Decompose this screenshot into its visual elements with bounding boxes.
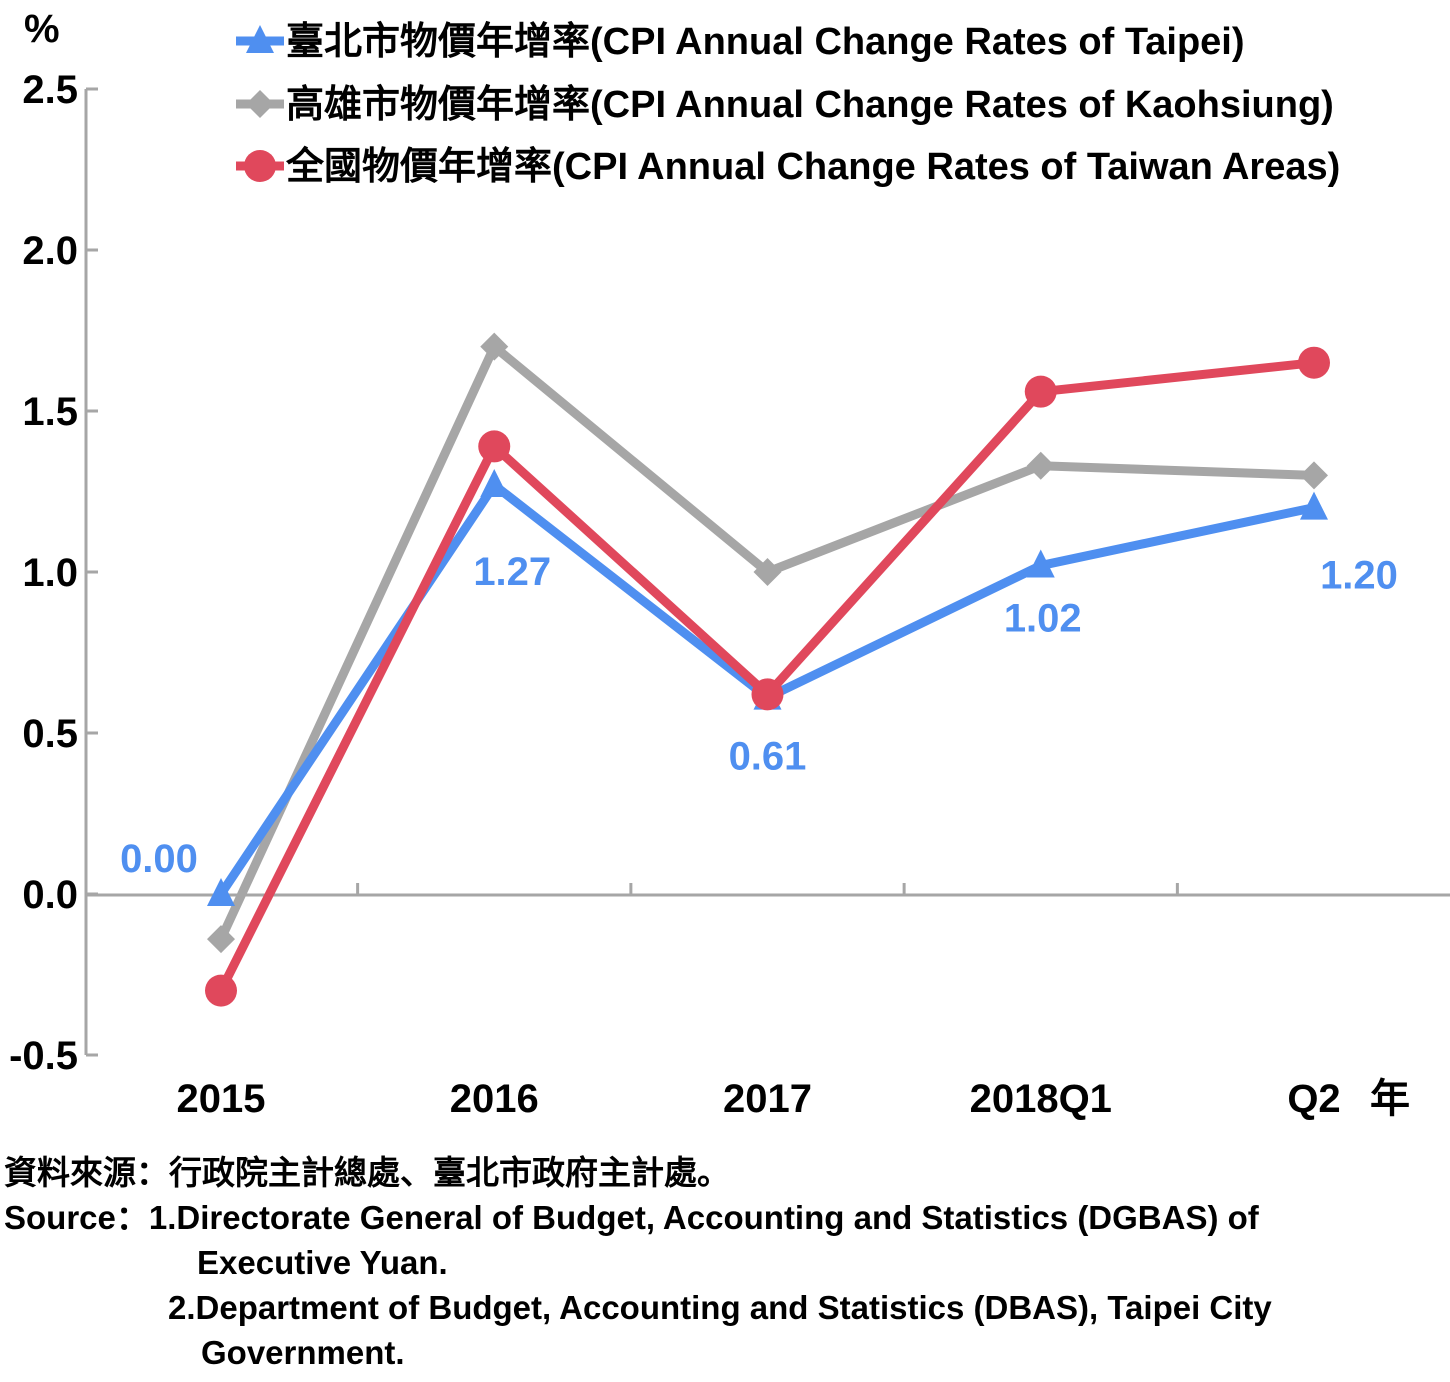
data-label: 1.20 <box>1320 554 1398 598</box>
source-zh: 資料來源：行政院主計總處、臺北市政府主計處。 <box>4 1154 730 1191</box>
series-point <box>753 558 782 586</box>
series-point <box>1026 549 1055 578</box>
series-point <box>751 678 784 711</box>
source-line-1: Source：1.Directorate General of Budget, … <box>4 1195 1448 1240</box>
series-point <box>1024 375 1057 408</box>
series-point <box>480 332 509 361</box>
series-point <box>1026 451 1055 480</box>
legend-entry: 臺北市物價年增率(CPI Annual Change Rates of Taip… <box>286 21 1245 63</box>
series-point <box>205 974 237 1007</box>
series-point <box>207 925 235 954</box>
data-label: 1.02 <box>1004 597 1082 641</box>
y-tick-label: 1.0 <box>22 551 78 595</box>
y-tick-label: 0.0 <box>22 873 78 917</box>
series-point <box>246 25 274 53</box>
cpi-line-chart: % 2.5 2.0 1.5 1.0 0.5 0.0 -0.5 2015 2016 2017 2018… <box>9 7 1450 1121</box>
series-point <box>1298 346 1330 379</box>
x-tick-label: Q2 <box>1287 1077 1340 1121</box>
data-labels: 0.00 1.27 0.61 1.02 1.20 <box>120 550 1398 881</box>
y-tick-label: 2.0 <box>22 229 78 273</box>
y-tick-label: -0.5 <box>9 1034 78 1078</box>
legend-entry: 全國物價年增率(CPI Annual Change Rates of Taiwa… <box>285 145 1340 188</box>
x-tick-label: 2016 <box>450 1077 539 1121</box>
series-markers <box>205 332 1330 1007</box>
legend-entry: 高雄市物價年增率(CPI Annual Change Rates of Kaoh… <box>286 84 1334 126</box>
source-2: 2.Department of Budget, Accounting and S… <box>168 1289 1272 1326</box>
y-tick-label: 0.5 <box>22 712 78 756</box>
x-tick-label: 2017 <box>723 1077 812 1121</box>
source-notes: 資料來源：行政院主計總處、臺北市政府主計處。 Source：1.Director… <box>4 1150 1448 1375</box>
y-unit-label: % <box>24 7 60 51</box>
data-label: 1.27 <box>473 550 551 594</box>
x-tick-label: 2018Q1 <box>970 1077 1112 1121</box>
source-1: 1.Directorate General of Budget, Account… <box>148 1199 1259 1236</box>
series-point <box>246 90 274 118</box>
series-point <box>244 150 276 182</box>
series-point <box>478 430 511 463</box>
series-point <box>1300 461 1328 490</box>
x-unit-label: 年 <box>1370 1077 1410 1121</box>
y-tick-label: 1.5 <box>22 390 78 434</box>
axes: 2.5 2.0 1.5 1.0 0.5 0.0 -0.5 2015 2016 2017 2018Q1… <box>9 68 1450 1121</box>
legend: 臺北市物價年增率(CPI Annual Change Rates of Taip… <box>236 21 1340 188</box>
x-tick-label: 2015 <box>177 1077 266 1121</box>
source-2-cont: Government. <box>201 1334 405 1371</box>
source-en-prefix: Source： <box>4 1199 149 1236</box>
series-point <box>480 469 509 498</box>
series-point <box>1300 491 1328 520</box>
series-point <box>207 878 235 906</box>
source-1-cont: Executive Yuan. <box>197 1244 448 1281</box>
data-label: 0.00 <box>120 837 198 881</box>
data-label: 0.61 <box>729 735 807 779</box>
y-tick-label: 2.5 <box>22 68 78 112</box>
